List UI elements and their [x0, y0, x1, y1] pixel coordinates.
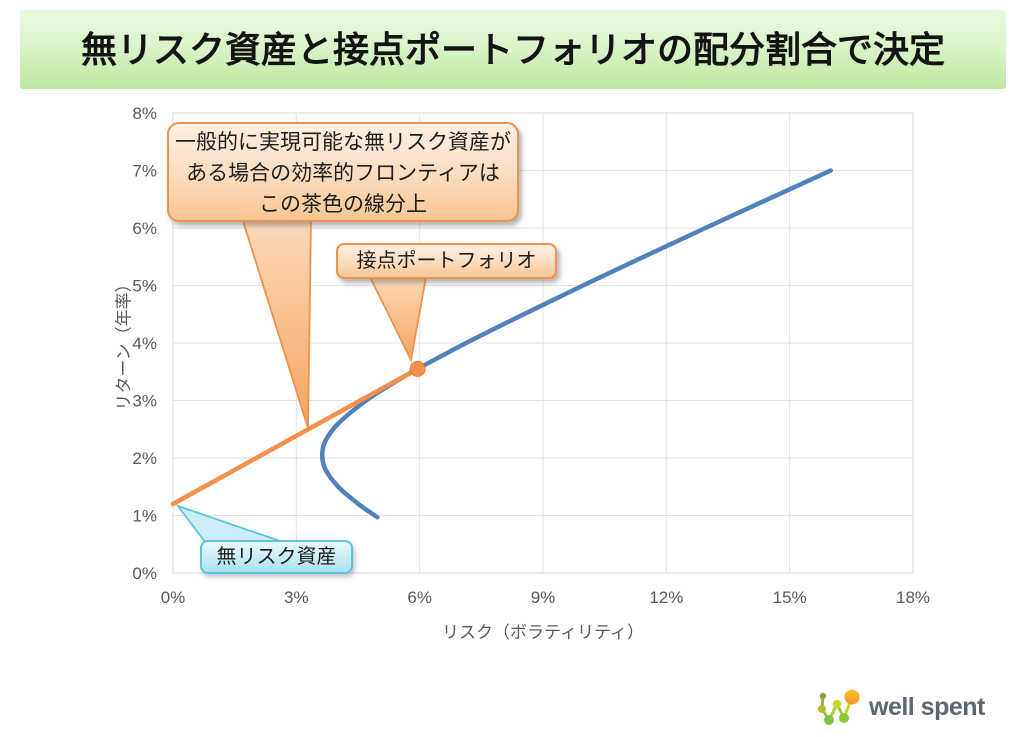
- series-efficient-frontier: [319, 168, 834, 520]
- y-tick-label: 6%: [132, 219, 157, 238]
- plot-border: [172, 112, 914, 574]
- frontier-note-line2: ある場合の効率的フロンティアは: [186, 162, 500, 185]
- x-tick-label: 3%: [284, 588, 309, 607]
- frontier-note-line3: この茶色の線分上: [259, 193, 427, 216]
- series-capital-market-line: [170, 366, 420, 507]
- y-tick-label: 8%: [132, 104, 157, 123]
- x-tick-label: 9%: [531, 588, 556, 607]
- y-tick-label: 0%: [132, 564, 157, 583]
- logo-text: well spent: [869, 692, 985, 721]
- x-tick-label: 0%: [161, 588, 186, 607]
- logo: well spent: [816, 686, 985, 728]
- marker-tangency-point: [409, 360, 426, 377]
- frontier-note-line1: 一般的に実現可能な無リスク資産が: [175, 131, 511, 154]
- x-tick-label: 18%: [896, 588, 930, 607]
- page-title: 無リスク資産と接点ポートフォリオの配分割合で決定: [20, 10, 1006, 89]
- frontier-note-callout: 一般的に実現可能な無リスク資産が ある場合の効率的フロンティアは この茶色の線分…: [167, 122, 519, 222]
- y-tick-label: 1%: [132, 507, 157, 526]
- y-tick-label: 3%: [132, 392, 157, 411]
- tangency-callout: 接点ポートフォリオ: [336, 243, 557, 279]
- x-tick-label: 12%: [649, 588, 683, 607]
- risk-free-callout: 無リスク資産: [200, 540, 353, 574]
- x-tick-label: 6%: [407, 588, 432, 607]
- risk-free-callout-pointer: [175, 504, 284, 543]
- y-tick-label: 7%: [132, 162, 157, 181]
- chart-markers: [409, 360, 426, 377]
- y-tick-label: 2%: [132, 449, 157, 468]
- y-axis-title: リターン（年率）: [114, 275, 134, 411]
- y-tick-label: 5%: [132, 277, 157, 296]
- y-tick-label: 4%: [132, 334, 157, 353]
- axis-tick-labels: 0% 3% 6% 9% 12% 15% 18% 0% 1% 2% 3% 4% 5% 6% 7% 8%: [132, 104, 930, 607]
- well-spent-logo-icon: [818, 689, 860, 725]
- tangency-callout-pointer: [368, 276, 428, 363]
- x-axis-title: リスク（ボラティリティ）: [442, 623, 644, 642]
- frontier-note-callout-pointer: [241, 220, 312, 429]
- callout-pointers: [175, 220, 428, 543]
- x-tick-label: 15%: [773, 588, 807, 607]
